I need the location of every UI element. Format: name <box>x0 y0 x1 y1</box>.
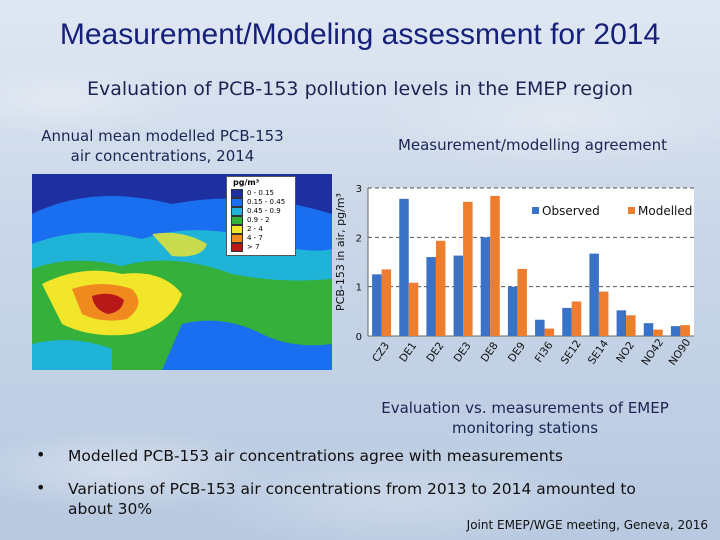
legend-label: 0.9 - 2 <box>247 216 270 224</box>
eval-caption-line2: monitoring stations <box>451 419 599 437</box>
legend-item: > 7 <box>231 242 260 252</box>
legend-item: 0.45 - 0.9 <box>231 206 281 216</box>
legend-item: 2 - 4 <box>231 224 263 234</box>
legend-swatch <box>231 215 243 225</box>
legend-swatch <box>231 233 243 243</box>
legend-label: 0 - 0.15 <box>247 189 275 197</box>
legend-label: 0.45 - 0.9 <box>247 207 281 215</box>
concentration-map: pg/m³ 0 - 0.15 0.15 - 0.45 0.45 - 0.9 0.9 -… <box>32 174 332 370</box>
legend-item: 4 - 7 <box>231 233 263 243</box>
eval-caption-line1: Evaluation vs. measurements of EMEP <box>381 399 669 417</box>
bullet-text-2-line2: about 30% <box>68 500 153 518</box>
map-caption-line2: air concentrations, 2014 <box>70 147 255 165</box>
bullet-marker-1: • <box>36 445 46 464</box>
legend-swatch <box>231 197 243 207</box>
legend-item: 0.9 - 2 <box>231 215 270 225</box>
page-title: Measurement/Modeling assessment for 2014 <box>59 18 661 51</box>
bullet-text-1: Modelled PCB-153 air concentrations agre… <box>68 447 563 465</box>
footer-credit: Joint EMEP/WGE meeting, Geneva, 2016 <box>466 518 708 532</box>
map-caption-line1: Annual mean modelled PCB-153 <box>41 127 284 145</box>
legend-item: 0.15 - 0.45 <box>231 197 286 207</box>
y-axis-label: PCB-153 in air, pg/m³ <box>334 193 347 311</box>
legend-label: 0.15 - 0.45 <box>247 198 286 206</box>
legend-label: 4 - 7 <box>247 234 263 242</box>
y-axis-label-wrapper: PCB-153 in air, pg/m³ <box>334 193 347 311</box>
legend-unit: pg/m³ <box>233 178 260 187</box>
bullet-marker-2: • <box>36 478 46 497</box>
legend-label: > 7 <box>247 243 260 251</box>
map-caption: Annual mean modelled PCB-153 air concent… <box>30 126 295 166</box>
bullet-text-2: Variations of PCB-153 air concentrations… <box>68 479 668 519</box>
chart-caption: Measurement/modelling agreement <box>397 136 668 154</box>
page-subtitle: Evaluation of PCB-153 pollution levels i… <box>87 78 633 100</box>
legend-item: 0 - 0.15 <box>231 188 275 198</box>
bullet-text-2-line1: Variations of PCB-153 air concentrations… <box>68 480 636 498</box>
legend-swatch <box>231 206 243 216</box>
legend-label: 2 - 4 <box>247 225 263 233</box>
evaluation-caption: Evaluation vs. measurements of EMEP moni… <box>370 398 680 438</box>
legend-swatch <box>231 242 243 252</box>
legend-swatch <box>231 188 243 198</box>
legend-swatch <box>231 224 243 234</box>
map-legend: pg/m³ 0 - 0.15 0.15 - 0.45 0.45 - 0.9 0.9 -… <box>226 176 296 256</box>
